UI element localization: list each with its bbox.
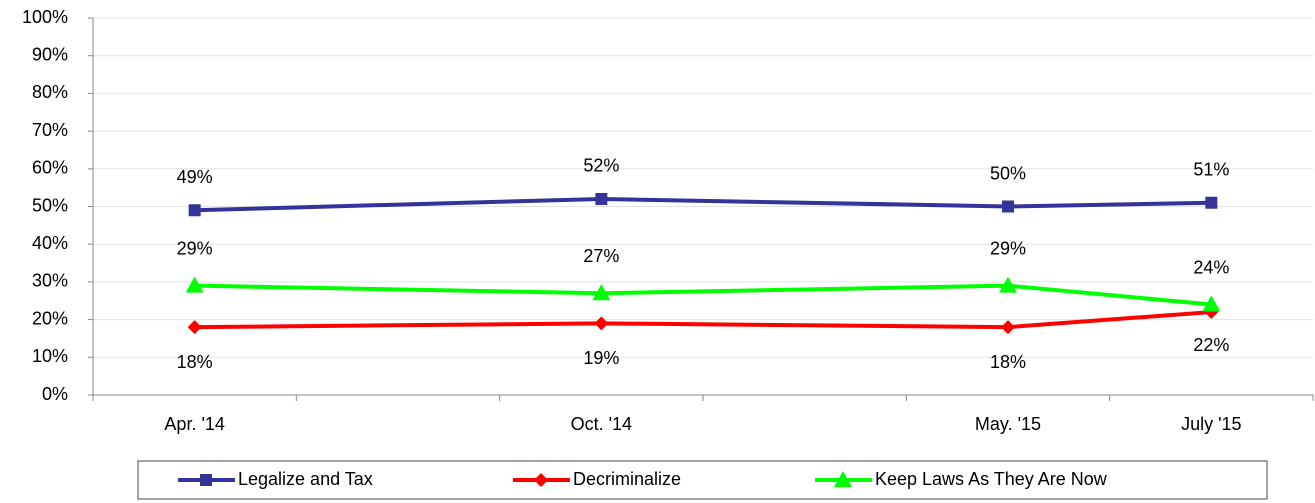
marker (999, 276, 1017, 293)
data-label: 22% (1193, 335, 1229, 355)
data-label: 19% (583, 348, 619, 368)
data-label: 29% (990, 238, 1026, 258)
y-tick-label: 70% (32, 120, 68, 140)
legend-label: Decriminalize (573, 469, 681, 489)
data-label: 50% (990, 163, 1026, 183)
y-tick-label: 20% (32, 308, 68, 328)
marker (595, 192, 608, 205)
legend-marker (200, 474, 212, 486)
data-label: 29% (177, 238, 213, 258)
data-label: 18% (177, 352, 213, 372)
data-label: 24% (1193, 257, 1229, 277)
series-line (601, 283, 1009, 296)
series-line (1007, 283, 1212, 307)
legend-label: Legalize and Tax (238, 469, 373, 489)
y-tick-label: 90% (32, 44, 68, 64)
series-line (1007, 200, 1212, 209)
y-tick-label: 40% (32, 233, 68, 253)
marker (1202, 295, 1221, 312)
legend-box (137, 460, 1268, 500)
marker (1205, 196, 1218, 209)
x-tick-label: Apr. '14 (164, 414, 224, 434)
legend-marker (834, 471, 852, 487)
y-tick-label: 0% (42, 384, 68, 404)
y-tick-label: 60% (32, 158, 68, 178)
series-line (601, 321, 1009, 330)
legend-marker (534, 473, 548, 487)
marker (592, 284, 611, 301)
y-tick-label: 30% (32, 271, 68, 291)
data-label: 49% (177, 167, 213, 187)
x-tick-label: July '15 (1181, 414, 1241, 434)
series-line (601, 196, 1009, 209)
marker (188, 204, 201, 217)
marker (1002, 200, 1014, 213)
y-tick-label: 100% (22, 7, 68, 27)
series-line (1007, 310, 1212, 330)
y-tick-label: 50% (32, 195, 68, 215)
data-label: 27% (583, 246, 619, 266)
marker (594, 316, 609, 331)
data-label: 52% (583, 156, 619, 176)
x-tick-label: Oct. '14 (571, 414, 632, 434)
data-label: 51% (1193, 159, 1229, 179)
marker (185, 276, 204, 293)
legend-label: Keep Laws As They Are Now (875, 469, 1108, 489)
y-tick-label: 80% (32, 82, 68, 102)
data-label: 18% (990, 352, 1026, 372)
marker (187, 320, 202, 335)
series-line (194, 283, 602, 296)
series-line (194, 321, 602, 330)
series-line (194, 196, 602, 213)
x-tick-label: May. '15 (975, 414, 1041, 434)
marker (1001, 320, 1015, 335)
y-tick-label: 10% (32, 346, 68, 366)
